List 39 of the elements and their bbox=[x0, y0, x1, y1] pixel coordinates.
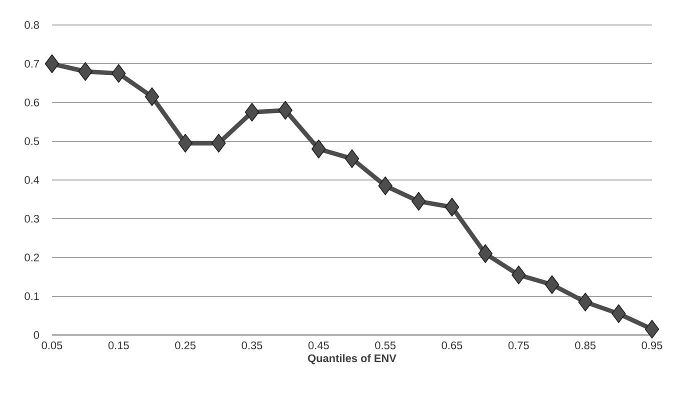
y-tick-label: 0.7 bbox=[24, 60, 39, 68]
point bbox=[244, 102, 260, 122]
y-tick-label: 0.3 bbox=[24, 214, 39, 223]
point bbox=[112, 64, 126, 83]
point bbox=[412, 192, 426, 211]
point bbox=[478, 244, 492, 264]
point bbox=[612, 304, 626, 324]
point bbox=[578, 292, 592, 312]
x-tick-label: 0.55 bbox=[375, 342, 396, 350]
y-tick-label: 0.1 bbox=[24, 292, 39, 300]
point bbox=[544, 275, 560, 294]
x-tick-label: 0.85 bbox=[575, 342, 596, 350]
point bbox=[44, 54, 60, 74]
point bbox=[78, 62, 92, 81]
point bbox=[512, 266, 526, 284]
x-tick-label: 0.45 bbox=[308, 342, 329, 350]
point bbox=[644, 320, 660, 339]
y-tick-label: 0.5 bbox=[24, 137, 40, 146]
point bbox=[178, 134, 192, 153]
x-tick-label: 0.95 bbox=[642, 342, 662, 350]
point bbox=[344, 149, 360, 168]
point bbox=[312, 140, 326, 158]
x-tick-label: 0.15 bbox=[108, 342, 129, 350]
y-tick-label: 0.8 bbox=[24, 21, 39, 29]
x-tick-label: 0.75 bbox=[508, 342, 529, 350]
y-tick-label: 0.2 bbox=[24, 254, 39, 262]
point bbox=[444, 198, 460, 217]
x-tick-label: 0.05 bbox=[42, 342, 62, 350]
point bbox=[212, 134, 226, 153]
y-tick-label: 0 bbox=[34, 331, 40, 339]
point bbox=[144, 87, 160, 106]
point bbox=[278, 100, 292, 120]
y-tick-label: 0.6 bbox=[24, 98, 39, 106]
x-tick-label: 0.65 bbox=[442, 342, 462, 350]
x-tick-label: 0.35 bbox=[242, 342, 262, 350]
y-tick-label: 0.4 bbox=[24, 176, 40, 184]
x-tick-label: 0.25 bbox=[175, 342, 196, 350]
x-axis-title: Quantiles of ENV bbox=[308, 354, 396, 364]
point bbox=[378, 176, 392, 196]
